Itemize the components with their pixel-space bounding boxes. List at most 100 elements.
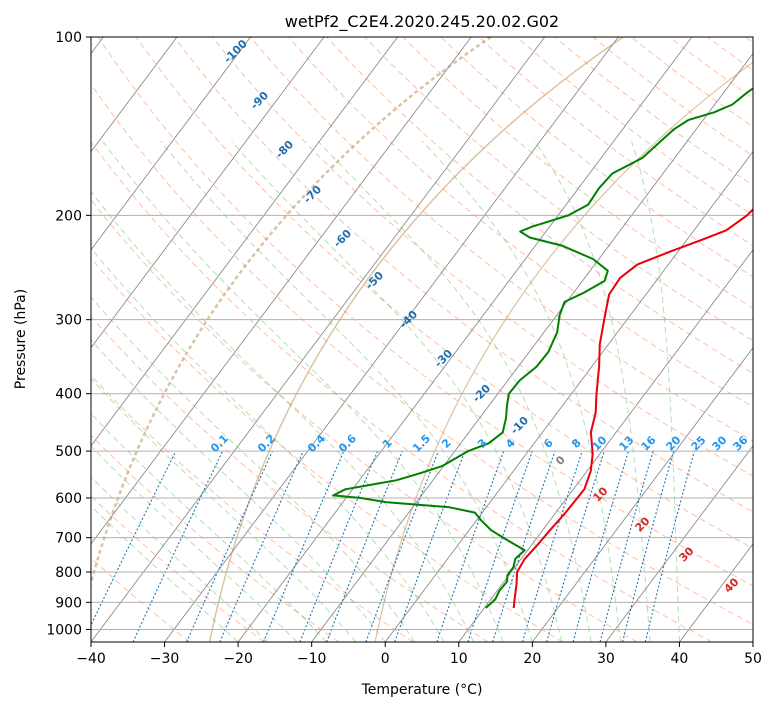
mixing-ratio-line [299, 450, 379, 642]
dry-adiabat [402, 37, 753, 309]
mixing-ratio-label: 30 [710, 433, 730, 453]
y-tick-label: 1000 [46, 622, 82, 638]
background-lines [91, 37, 753, 642]
moist-adiabat [91, 377, 357, 642]
mixing-ratio-label: 1 [380, 436, 395, 451]
moist-adiabat-label: 30 [677, 544, 697, 564]
isotherm [311, 52, 753, 642]
dry-adiabat [173, 37, 753, 513]
y-tick-label: 100 [55, 30, 82, 46]
moist-adiabat [317, 140, 592, 642]
x-tick-label: 40 [671, 651, 689, 667]
isotherm [91, 37, 251, 251]
mixing-ratio-line [436, 450, 505, 642]
mixing-ratio-line [599, 450, 654, 642]
dry-adiabat-label: -50 [363, 269, 386, 292]
mixing-ratio-line [572, 450, 630, 642]
mixing-ratio-line [644, 450, 695, 642]
isotherm [164, 37, 619, 642]
dry-adiabat-label: -100 [221, 37, 250, 66]
theta-arc [208, 37, 625, 642]
chart-title: wetPf2_C2E4.2020.245.20.02.G02 [285, 12, 559, 32]
mixing-ratio-line [262, 450, 345, 642]
y-tick-label: 500 [55, 444, 82, 460]
dewpoint-line [332, 87, 753, 609]
y-tick-label: 200 [55, 208, 82, 224]
mixing-ratio-line [546, 450, 605, 642]
mixing-ratio-label: 25 [689, 434, 709, 454]
x-tick-label: 50 [744, 651, 762, 667]
isotherm [237, 37, 693, 642]
dry-adiabat [212, 37, 753, 477]
mixing-ratio-line [132, 450, 224, 642]
dry-adiabat-label: -30 [432, 347, 455, 370]
plot-frame [90, 36, 754, 643]
isotherm [91, 37, 472, 545]
mixing-ratio-line [622, 450, 675, 642]
y-tick-label: 700 [55, 531, 82, 547]
dry-adiabat [91, 257, 563, 642]
x-tick-label: −30 [150, 651, 180, 667]
mixing-ratio-label: 6 [541, 436, 556, 451]
dry-adiabat [91, 374, 414, 642]
dry-adiabat-label: -10 [508, 414, 531, 437]
y-tick-label: 600 [55, 491, 82, 507]
theta-arc [374, 61, 753, 642]
mixing-ratio-line [326, 450, 403, 642]
moist-adiabat [631, 141, 680, 642]
x-tick-label: −20 [223, 651, 253, 667]
mixing-ratio-line [467, 450, 533, 642]
x-tick-label: 10 [450, 651, 468, 667]
temperature-line [512, 208, 753, 609]
isotherm [91, 37, 325, 349]
x-tick-label: 20 [523, 651, 541, 667]
mixing-ratio-line [186, 450, 273, 642]
moist-adiabat-label: 20 [633, 514, 653, 534]
moist-adiabat-label: 0 [553, 453, 568, 468]
mixing-ratio-line [521, 450, 583, 642]
y-tick-label: 300 [55, 313, 82, 329]
moist-adiabat [534, 141, 651, 642]
mixing-ratio-label: 20 [664, 433, 684, 453]
dry-adiabat [250, 37, 753, 442]
x-tick-label: −40 [76, 651, 106, 667]
dry-adiabat [135, 37, 753, 550]
isotherm [91, 37, 546, 642]
dry-adiabat-label: -20 [470, 382, 493, 405]
x-tick-label: 0 [381, 651, 390, 667]
theta-arc [91, 37, 494, 589]
moist-adiabat [421, 140, 622, 642]
mixing-ratio-label: 8 [569, 436, 584, 451]
mixing-ratio-label: 16 [639, 433, 659, 453]
isotherm [531, 347, 753, 642]
isotherm [605, 445, 753, 642]
profile-series [332, 87, 753, 609]
isotherm [91, 37, 398, 447]
moist-adiabat-label: 40 [722, 575, 742, 595]
dry-adiabat [554, 37, 753, 186]
mixing-ratio-line [219, 450, 304, 642]
dry-adiabat [745, 37, 753, 44]
moist-adiabat-label: 10 [591, 484, 611, 504]
isotherm [91, 37, 178, 153]
moist-adiabat [91, 505, 239, 642]
isotherm [458, 248, 753, 642]
y-axis-ticks: 100 200 300 400 500 600 700 800 900 1000 [46, 30, 91, 638]
isotherm [384, 150, 753, 642]
x-axis-label: Temperature (°C) [361, 682, 483, 698]
dry-adiabat [707, 37, 753, 71]
mixing-ratio-line [394, 450, 466, 642]
x-tick-label: 30 [597, 651, 615, 667]
y-tick-label: 400 [55, 387, 82, 403]
dry-adiabat [91, 199, 638, 642]
dry-adiabat [97, 37, 753, 587]
x-tick-label: −10 [297, 651, 327, 667]
mixing-ratio-line [492, 450, 556, 642]
dry-adiabat [91, 495, 265, 642]
mixing-ratio-line [91, 450, 177, 627]
x-axis-ticks: −40 −30 −20 −10 0 10 20 30 40 50 [76, 642, 762, 667]
y-tick-label: 900 [55, 595, 82, 611]
y-axis-label: Pressure (hPa) [13, 289, 29, 389]
mixing-ratio-line [365, 450, 439, 642]
